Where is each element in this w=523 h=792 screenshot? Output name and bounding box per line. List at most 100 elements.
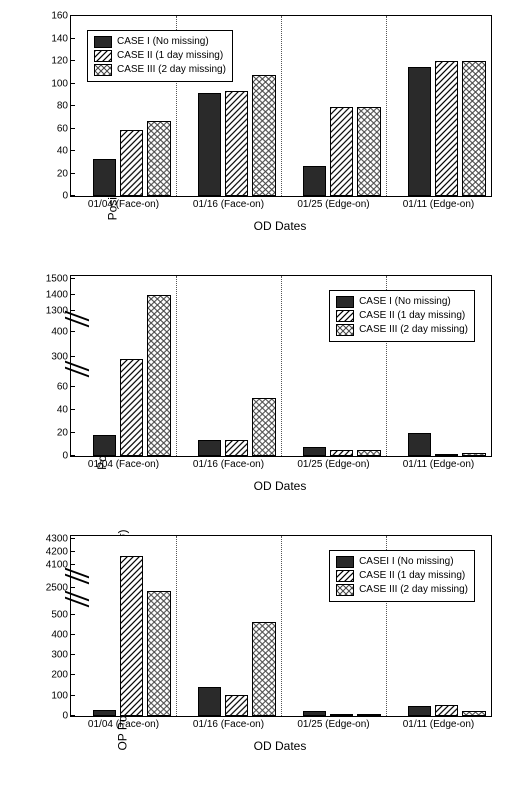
legend-label: CASE I (No missing) [117, 35, 209, 49]
bar [408, 433, 431, 456]
x-axis-label: OD Dates [60, 219, 500, 233]
y-tick-label: 300 [51, 352, 71, 363]
y-tick-mark [71, 695, 75, 696]
y-tick-label: 200 [51, 670, 71, 681]
y-tick-mark [71, 654, 75, 655]
y-tick-mark [71, 310, 75, 311]
bar [462, 61, 485, 196]
y-tick-label: 4100 [46, 560, 71, 571]
bar [435, 705, 458, 716]
y-tick-label: 2500 [46, 583, 71, 594]
group-divider [281, 16, 282, 196]
legend-label: CASE I (No missing) [359, 295, 451, 309]
y-tick-label: 1500 [46, 274, 71, 285]
y-tick-mark [71, 15, 75, 16]
y-tick-label: 20 [57, 427, 71, 438]
y-tick-label: 4200 [46, 547, 71, 558]
y-tick-label: 100 [51, 690, 71, 701]
y-tick-mark [71, 195, 75, 196]
y-tick-label: 4300 [46, 533, 71, 544]
bar [357, 714, 380, 716]
y-tick-label: 0 [62, 451, 71, 462]
bar [462, 711, 485, 716]
x-tick-label: 01/04 (Face-on) [88, 456, 159, 470]
bar [120, 130, 143, 196]
bar [330, 107, 353, 196]
axis-break-icon [65, 315, 89, 325]
x-axis-label: OD Dates [60, 479, 500, 493]
group-divider [176, 536, 177, 716]
y-tick-mark [71, 331, 75, 332]
bar [330, 714, 353, 716]
y-tick-mark [71, 150, 75, 151]
bar [147, 121, 170, 196]
y-tick-mark [71, 409, 75, 410]
bar [462, 453, 485, 456]
x-tick-label: 01/25 (Edge-on) [297, 716, 369, 730]
x-tick-label: 01/16 (Face-on) [193, 456, 264, 470]
bar [198, 440, 221, 456]
y-tick-label: 300 [51, 650, 71, 661]
bar [303, 166, 326, 196]
y-tick-mark [71, 614, 75, 615]
y-tick-mark [71, 432, 75, 433]
group-divider [176, 276, 177, 456]
legend-label: CASEI I (No missing) [359, 555, 453, 569]
legend-swatch [94, 64, 112, 76]
y-tick-mark [71, 294, 75, 295]
y-tick-mark [71, 587, 75, 588]
bar [252, 398, 275, 456]
legend-label: CASE III (2 day missing) [359, 583, 468, 597]
legend-item: CASE II (1 day missing) [94, 49, 226, 63]
x-tick-label: 01/11 (Edge-on) [403, 716, 475, 730]
x-axis-label: OD Dates [60, 739, 500, 753]
legend-swatch [336, 570, 354, 582]
y-tick-label: 1300 [46, 305, 71, 316]
legend: CASE I (No missing)CASE II (1 day missin… [329, 290, 475, 342]
bar [252, 75, 275, 197]
bar [147, 591, 170, 716]
legend-swatch [336, 296, 354, 308]
y-tick-label: 0 [62, 711, 71, 722]
y-tick-mark [71, 386, 75, 387]
x-tick-label: 01/16 (Face-on) [193, 716, 264, 730]
bar [330, 450, 353, 456]
bar [435, 61, 458, 196]
x-tick-label: 01/11 (Edge-on) [403, 456, 475, 470]
y-tick-mark [71, 715, 75, 716]
axis-break-icon [65, 365, 89, 375]
bar [93, 159, 116, 196]
legend: CASEI I (No missing)CASE II (1 day missi… [329, 550, 475, 602]
y-tick-mark [71, 634, 75, 635]
legend: CASE I (No missing)CASE II (1 day missin… [87, 30, 233, 82]
legend-swatch [336, 324, 354, 336]
y-tick-label: 40 [57, 146, 71, 157]
group-divider [386, 16, 387, 196]
y-tick-label: 400 [51, 326, 71, 337]
legend-label: CASE II (1 day missing) [117, 49, 223, 63]
bar [357, 107, 380, 196]
bar [225, 91, 248, 196]
x-tick-label: 01/25 (Edge-on) [297, 196, 369, 210]
y-tick-mark [71, 455, 75, 456]
axis-break-icon [65, 572, 89, 582]
y-tick-mark [71, 538, 75, 539]
y-tick-label: 60 [57, 123, 71, 134]
x-tick-label: 01/25 (Edge-on) [297, 456, 369, 470]
y-tick-label: 100 [51, 78, 71, 89]
bar [120, 359, 143, 456]
x-tick-label: 01/04 (Face-on) [88, 716, 159, 730]
y-tick-mark [71, 38, 75, 39]
y-tick-label: 120 [51, 56, 71, 67]
plot-area: 0100200300400500250041004200430001/04 (F… [70, 535, 492, 717]
y-tick-label: 60 [57, 381, 71, 392]
legend-item: CASE I (No missing) [336, 295, 468, 309]
chart-panel: Position Differences (m, 3D RMS)OD Dates… [60, 265, 500, 495]
bar [408, 706, 431, 716]
bar [93, 435, 116, 456]
y-tick-mark [71, 83, 75, 84]
legend-item: CASEI I (No missing) [336, 555, 468, 569]
axis-break-icon [65, 595, 89, 605]
y-tick-mark [71, 674, 75, 675]
legend-item: CASE II (1 day missing) [336, 569, 468, 583]
